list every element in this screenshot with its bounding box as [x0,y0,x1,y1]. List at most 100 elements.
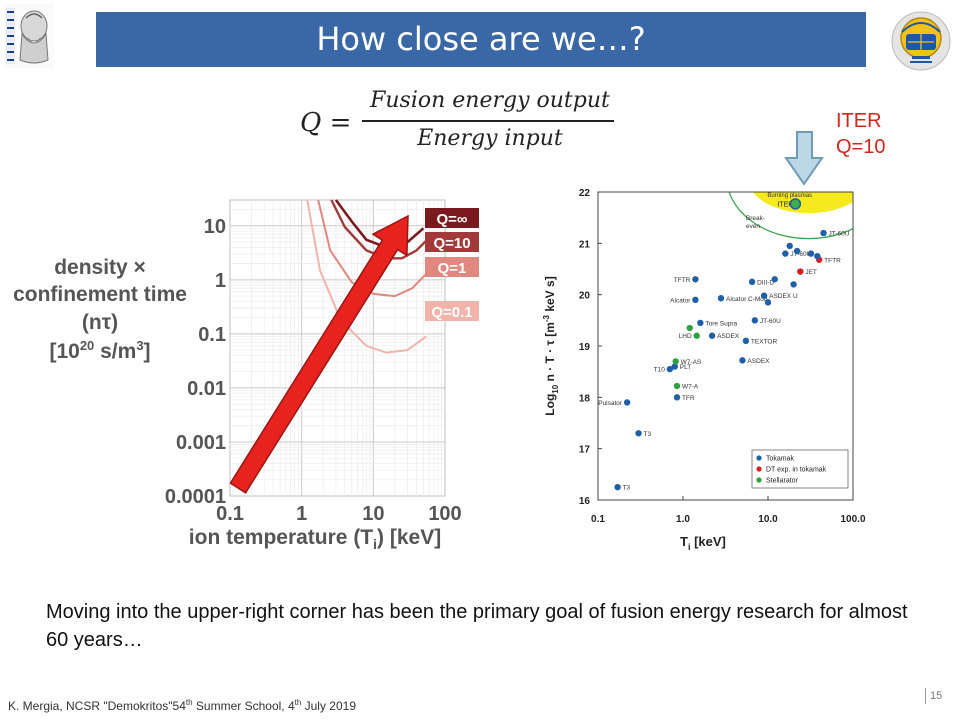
data-point [793,247,801,255]
legend-marker [756,477,762,483]
data-point [692,296,699,303]
data-point [742,337,750,345]
data-point [673,382,681,390]
y-tick-label: 22 [579,188,591,199]
left-axis-label-line1: density × [54,256,146,279]
x-tick-label: 1 [296,503,307,525]
point-label: DIII-D [757,279,774,286]
q-label-box [425,301,479,321]
data-point [782,250,789,257]
breakeven-boundary [728,192,853,240]
x-tick-label: 0.1 [216,503,244,525]
demokritos-logo [4,4,54,68]
y-tick-label: 10 [204,216,226,238]
x-axis-label: Ti [keV] [680,534,726,552]
data-point [717,295,725,302]
point-label: JT-60U [790,251,811,258]
legend-item: Stellarator [766,478,799,485]
left-axis-label-line4: [1020 s/m3] [49,338,151,363]
iter-callout-q: Q=10 [836,136,886,158]
burning-plasma-region [753,192,853,214]
progress-arrow [229,214,409,494]
point-label: TFTR [824,257,841,264]
data-point [790,281,797,288]
point-label: Tore Supra [705,320,737,327]
y-tick-label: 16 [579,496,591,507]
formula-numerator: Fusion energy output [370,88,610,113]
data-point [814,252,821,260]
data-point [748,278,756,286]
data-point [666,365,674,373]
lawson-chart: 0.1 1 10 100 10 1 0.1 0.01 0.001 0.0001 Q=∞ Q=10 Q=… [165,199,479,552]
legend-item: DT exp. in tokamak [766,467,827,474]
y-tick-label: 17 [579,445,591,456]
left-axis-label-line3: (nτ) [81,311,119,334]
slide-title: How close are we…? [316,20,646,58]
y-tick-label: 1 [215,270,226,292]
point-label: TFTR [674,277,691,284]
ftg-logo [891,11,951,71]
iter-marker [789,198,802,210]
point-label: W7-AS [681,359,702,366]
x-axis-label: ion temperature (Ti) [keV] [189,526,441,552]
formula-denominator: Energy input [417,126,563,151]
point-label: Alcator [670,297,691,304]
y-tick-label: 19 [579,342,591,353]
x-tick-label: 10.0 [758,514,778,525]
breakeven-label: Break- [746,215,765,222]
data-point [771,276,778,283]
data-point [786,242,793,250]
data-point [751,317,759,324]
data-point [807,250,815,257]
point-label: TFR [682,395,695,402]
data-point [672,358,679,365]
data-point [697,319,704,327]
point-label: JT-60U [760,318,781,325]
data-point [820,229,827,237]
page-number-separator [925,688,926,704]
data-point [764,299,772,306]
point-label: T10 [654,367,666,374]
y-tick-label: 0.0001 [165,486,226,508]
data-point [671,363,678,370]
q-curve [306,199,427,354]
point-label: ASDEX [747,358,770,365]
x-tick-label: 10 [362,503,384,525]
y-tick-label: 0.01 [187,378,226,400]
iter-callout: ITER Q=10 [836,108,885,160]
conclusion-text: Moving into the upper-right corner has b… [46,601,908,651]
progress-arrow-shape [229,214,409,494]
y-tick-label: 21 [579,239,591,250]
point-label: W7-A [682,384,699,391]
q-label: Q=1 [438,260,467,277]
burning-plasmas-label: Burning plasmas [767,193,812,199]
data-point [692,276,699,283]
y-tick-label: 20 [579,291,591,302]
data-point [623,399,631,406]
legend-item: Tokamak [766,456,795,463]
q-curve [317,199,428,298]
data-point [673,394,681,401]
data-point [760,292,768,299]
page-number: 15 [930,690,943,702]
y-tick-label: 18 [579,393,591,404]
left-axis-label-line2: confinement time [13,283,187,306]
iter-callout-name: ITER [836,110,882,132]
data-point [635,430,642,437]
q-label-box [425,257,479,277]
data-point [693,332,700,339]
triple-product-chart: Burning plasmas ITER Break-even 0.1 1.0 10.0… [542,188,866,552]
q-label: Q=0.1 [431,304,472,321]
x-tick-label: 1.0 [676,514,690,525]
point-label: T3 [644,431,652,438]
point-label: T3 [623,485,631,492]
data-point [614,483,621,491]
point-label: LHD [679,333,692,340]
x-tick-label: 100.0 [840,514,865,525]
point-label: PLT [680,364,691,371]
breakeven-label: even [746,223,760,230]
legend-marker [756,455,762,461]
title-bar [96,12,866,67]
q-label-box [425,208,479,228]
point-label: JT-60U [829,231,850,238]
